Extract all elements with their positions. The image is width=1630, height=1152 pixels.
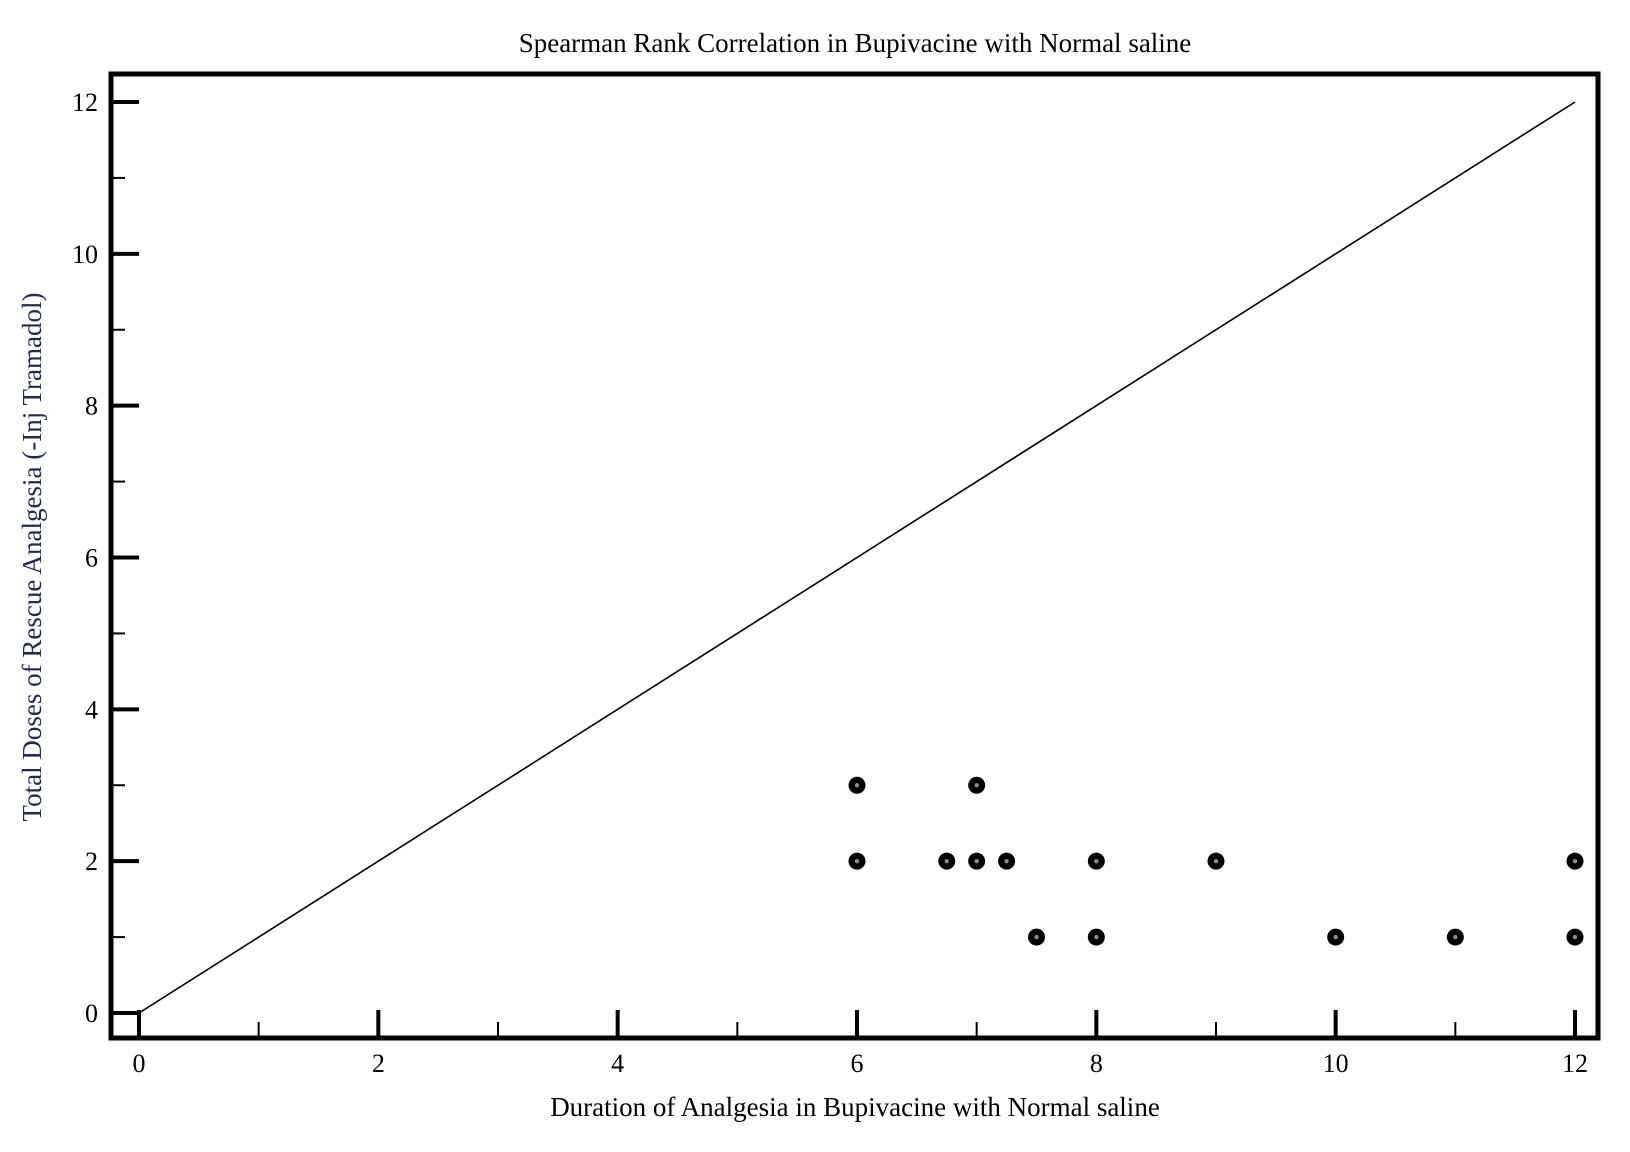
- data-point-highlight: [1034, 934, 1039, 940]
- y-tick-label: 8: [85, 392, 98, 421]
- x-tick-label: 0: [133, 1049, 146, 1078]
- x-axis-label: Duration of Analgesia in Bupivacine with…: [550, 1092, 1160, 1122]
- data-point-highlight: [974, 858, 979, 864]
- plot-frame: [108, 71, 1601, 1041]
- data-point-highlight: [974, 783, 979, 788]
- x-axis: 0 2 4 6 8 10 12: [111, 1010, 1588, 1078]
- data-point-highlight: [944, 858, 949, 864]
- y-axis-label: Total Doses of Rescue Analgesia (-Inj Tr…: [17, 292, 47, 821]
- data-point-highlight: [1453, 934, 1458, 940]
- data-point-highlight: [1094, 858, 1099, 864]
- y-tick-label: 2: [85, 847, 98, 876]
- x-tick-label: 8: [1090, 1049, 1103, 1078]
- data-point-highlight: [1572, 858, 1578, 864]
- x-tick-label: 10: [1323, 1049, 1349, 1078]
- data-point-highlight: [1094, 934, 1099, 940]
- data-point-highlight: [854, 858, 860, 864]
- data-points: [848, 776, 1584, 946]
- y-axis: 0 2 4 6 8 10 12: [72, 88, 139, 1028]
- data-point-highlight: [1333, 934, 1338, 940]
- data-point-highlight: [1004, 858, 1009, 864]
- x-tick-label: 6: [851, 1049, 864, 1078]
- data-point-highlight: [1213, 858, 1219, 864]
- y-tick-label: 6: [85, 544, 98, 573]
- reference-line-group: [138, 101, 1576, 1014]
- x-tick-label: 4: [611, 1049, 624, 1078]
- y-tick-label: 12: [72, 88, 98, 117]
- x-tick-label: 2: [372, 1049, 385, 1078]
- y-tick-label: 10: [72, 240, 98, 269]
- y-tick-label: 0: [85, 999, 98, 1028]
- chart-title: Spearman Rank Correlation in Bupivacine …: [519, 28, 1192, 58]
- data-point-highlight: [854, 783, 860, 788]
- y-tick-label: 4: [85, 695, 98, 724]
- data-point-highlight: [1572, 934, 1578, 940]
- x-tick-label: 12: [1562, 1049, 1588, 1078]
- reference-line: [138, 101, 1576, 1014]
